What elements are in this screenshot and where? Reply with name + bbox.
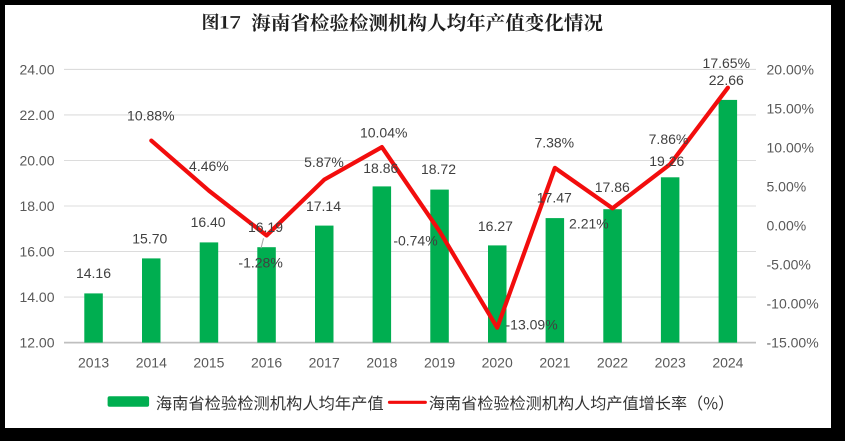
svg-text:-10.00%: -10.00%	[767, 296, 819, 312]
svg-text:14.16: 14.16	[76, 265, 111, 281]
svg-text:18.00: 18.00	[19, 198, 54, 214]
svg-text:16.00: 16.00	[19, 244, 54, 260]
svg-text:-1.28%: -1.28%	[238, 255, 282, 271]
svg-text:2015: 2015	[193, 354, 224, 370]
svg-text:17.14: 17.14	[306, 198, 341, 214]
svg-text:7.86%: 7.86%	[649, 131, 689, 147]
svg-text:2013: 2013	[78, 354, 109, 370]
svg-text:18.86: 18.86	[363, 160, 398, 176]
svg-text:15.00%: 15.00%	[767, 101, 814, 117]
svg-text:-13.09%: -13.09%	[506, 317, 558, 333]
svg-text:2020: 2020	[482, 354, 513, 370]
svg-text:17.47: 17.47	[537, 190, 572, 206]
svg-text:2022: 2022	[597, 354, 628, 370]
svg-text:2014: 2014	[136, 354, 167, 370]
svg-text:22.00: 22.00	[19, 107, 54, 123]
svg-text:22.66: 22.66	[709, 72, 744, 88]
svg-text:2.21%: 2.21%	[569, 216, 609, 232]
svg-text:2023: 2023	[655, 354, 686, 370]
svg-text:5.00%: 5.00%	[767, 179, 807, 195]
svg-text:-5.00%: -5.00%	[767, 257, 811, 273]
svg-text:20.00%: 20.00%	[767, 62, 814, 78]
svg-text:16.19: 16.19	[248, 219, 283, 235]
svg-text:2016: 2016	[251, 354, 282, 370]
svg-text:2019: 2019	[424, 354, 455, 370]
svg-text:2018: 2018	[366, 354, 397, 370]
svg-text:15.70: 15.70	[132, 230, 167, 246]
svg-text:12.00: 12.00	[19, 335, 54, 351]
svg-text:18.72: 18.72	[421, 161, 456, 177]
svg-text:0.00%: 0.00%	[767, 218, 807, 234]
svg-text:2021: 2021	[539, 354, 570, 370]
svg-text:10.88%: 10.88%	[127, 108, 174, 124]
svg-text:5.87%: 5.87%	[304, 154, 344, 170]
svg-text:19.26: 19.26	[649, 153, 684, 169]
svg-text:10.04%: 10.04%	[360, 124, 407, 140]
svg-text:16.27: 16.27	[478, 218, 513, 234]
svg-text:-0.74%: -0.74%	[393, 233, 437, 249]
svg-text:2024: 2024	[712, 354, 743, 370]
svg-text:10.00%: 10.00%	[767, 140, 814, 156]
svg-text:4.46%: 4.46%	[189, 158, 229, 174]
svg-text:7.38%: 7.38%	[534, 135, 574, 151]
svg-text:20.00: 20.00	[19, 153, 54, 169]
svg-text:24.00: 24.00	[19, 62, 54, 78]
svg-text:2017: 2017	[309, 354, 340, 370]
svg-text:-15.00%: -15.00%	[767, 335, 819, 351]
svg-text:17.65%: 17.65%	[703, 55, 750, 71]
svg-text:16.40: 16.40	[191, 214, 226, 230]
svg-text:17.86: 17.86	[595, 179, 630, 195]
svg-text:14.00: 14.00	[19, 289, 54, 305]
